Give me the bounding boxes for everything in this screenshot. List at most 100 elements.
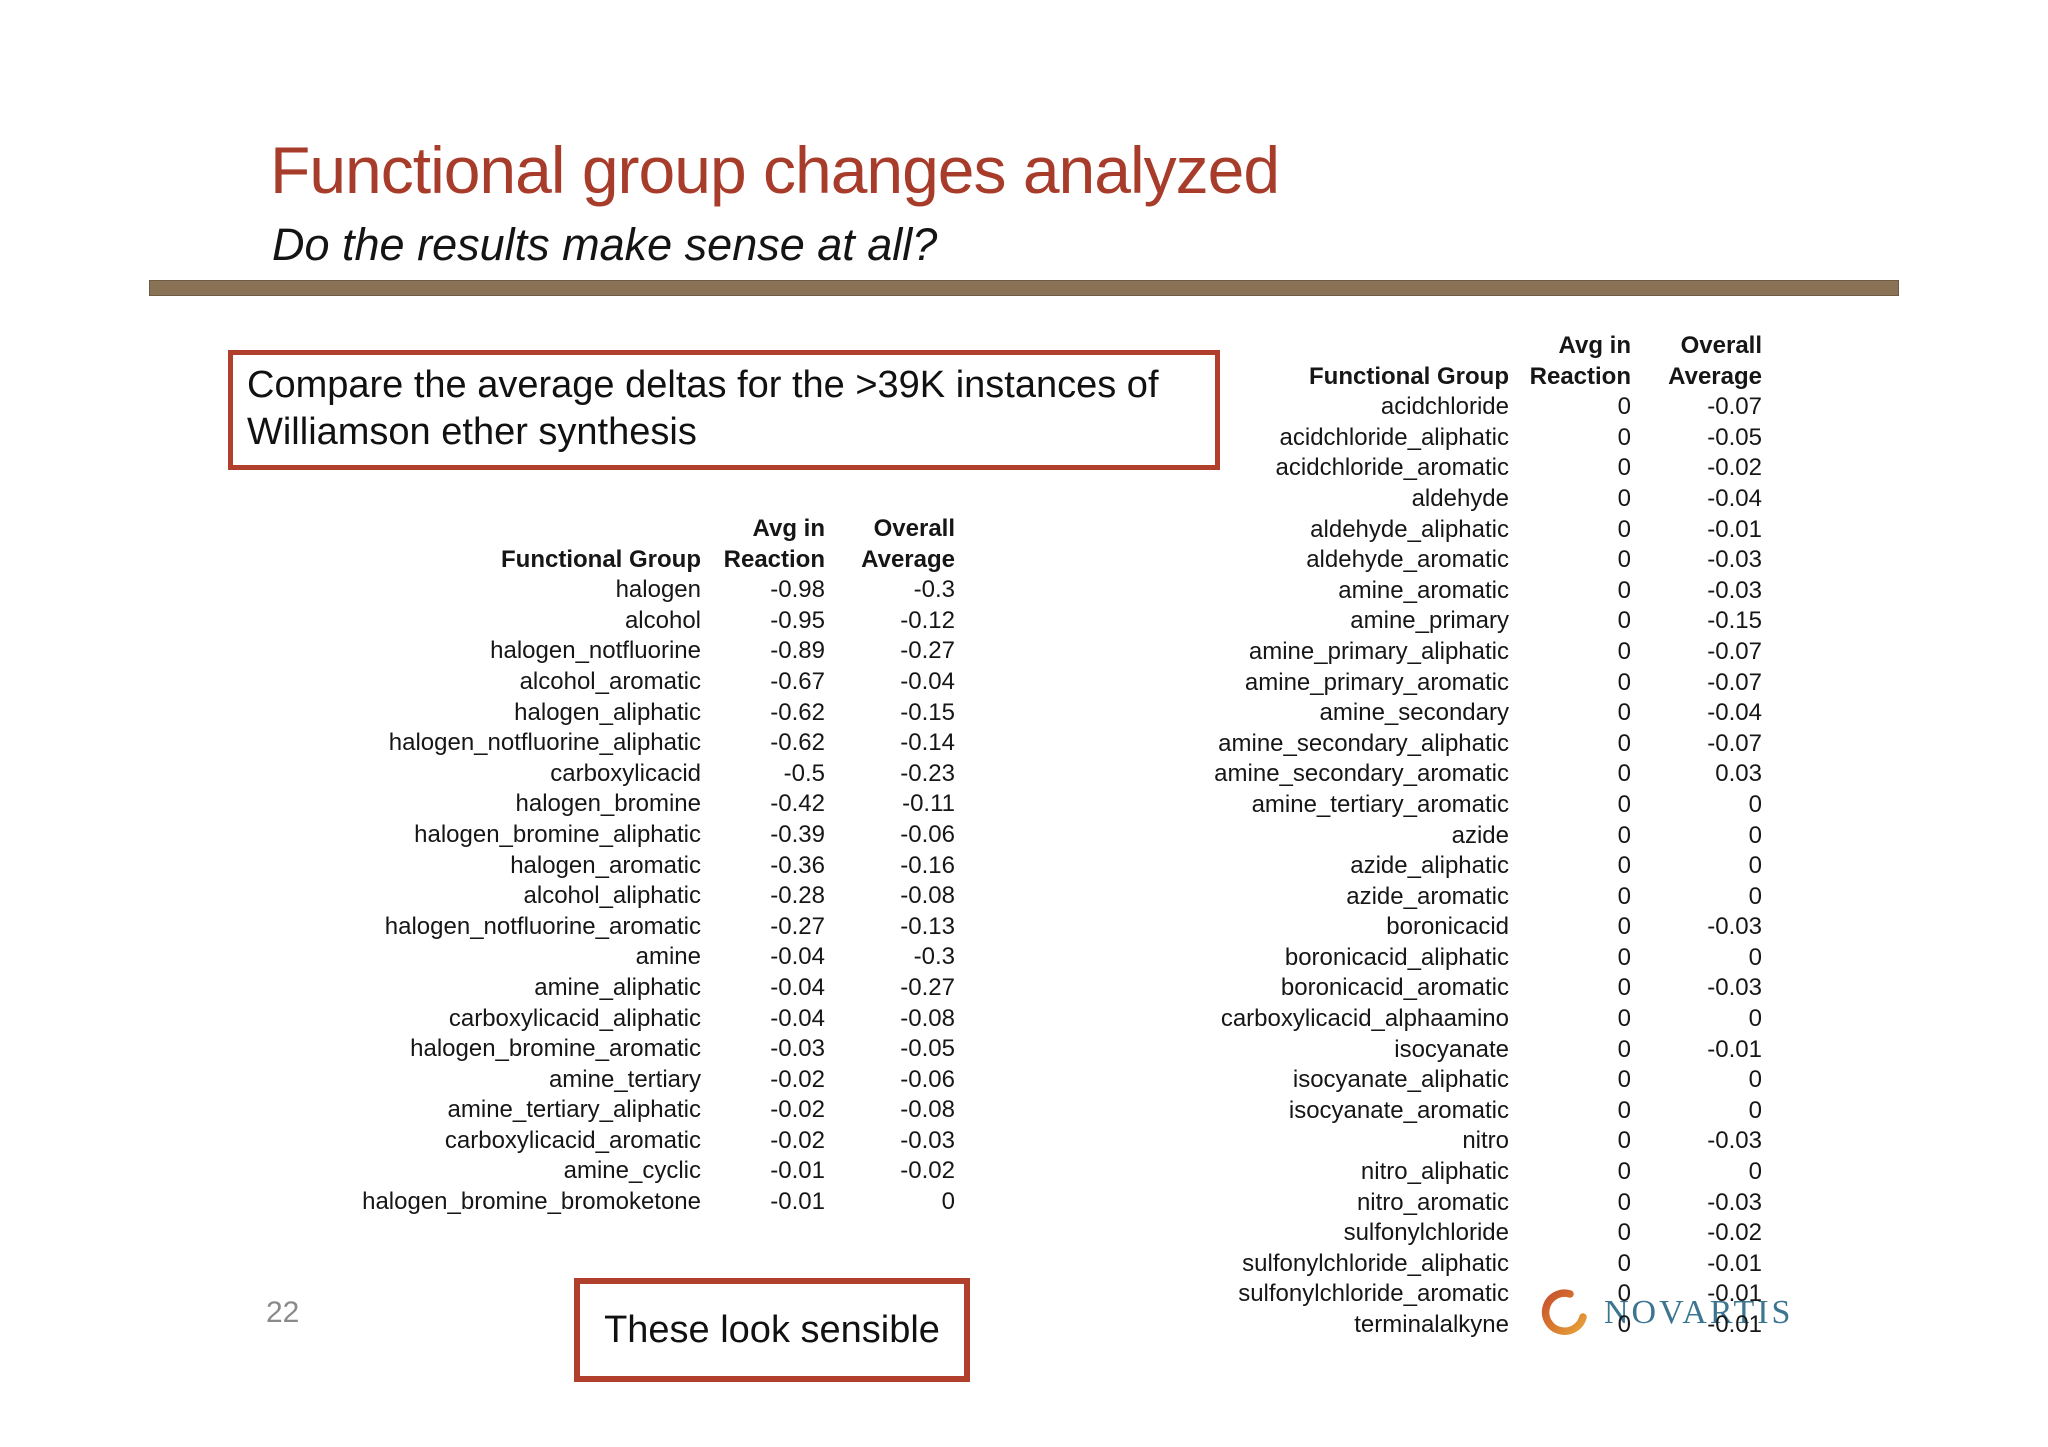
novartis-logo: NOVARTIS: [1540, 1285, 1793, 1341]
table-cell: 0: [1617, 974, 1631, 1002]
novartis-wordmark: NOVARTIS: [1604, 1294, 1794, 1331]
table-cell: halogen_bromine_aliphatic: [414, 820, 701, 848]
table-cell: 0: [1617, 882, 1631, 910]
table-cell: halogen_notfluorine_aliphatic: [388, 729, 701, 757]
table-cell: 0: [941, 1188, 955, 1216]
functional-group-table-right: Avg in Overall Functional Group Reaction…: [1029, 331, 1762, 1341]
table-cell: -0.02: [1707, 1219, 1762, 1247]
table-cell: 0.03: [1715, 760, 1762, 788]
table-cell: -0.13: [900, 912, 955, 940]
table-cell: -0.06: [900, 1065, 955, 1093]
table-cell: carboxylicacid_aromatic: [444, 1126, 701, 1154]
table-cell: aldehyde_aliphatic: [1310, 515, 1509, 543]
table-cell: -0.89: [770, 637, 825, 665]
table-cell: -0.27: [900, 637, 955, 665]
table-cell: nitro_aliphatic: [1360, 1158, 1509, 1186]
table-cell: -0.3: [913, 576, 955, 604]
table-cell: amine_primary: [1350, 607, 1509, 635]
table-cell: 0: [1617, 943, 1631, 971]
table-cell: 0: [1617, 913, 1631, 941]
table-cell: 0: [1748, 1158, 1762, 1186]
table-cell: halogen: [615, 576, 701, 604]
table-cell: isocyanate_aliphatic: [1292, 1066, 1509, 1094]
table-cell: 0: [1748, 943, 1762, 971]
table-header-group: Functional Group: [501, 545, 701, 573]
table-cell: amine_secondary_aliphatic: [1218, 729, 1509, 757]
table-cell: -0.07: [1707, 668, 1762, 696]
table-cell: -0.02: [770, 1096, 825, 1124]
table-cell: aldehyde_aromatic: [1306, 546, 1509, 574]
table-cell: nitro_aromatic: [1356, 1188, 1509, 1216]
callout-sensible-box: These look sensible: [574, 1278, 970, 1382]
table-header-avg-line1: Avg in: [752, 515, 825, 542]
table-cell: 0: [1617, 1158, 1631, 1186]
table-header-overall-line2: Average: [861, 545, 955, 573]
table-cell: -0.03: [1707, 974, 1762, 1002]
table-cell: -0.03: [1707, 576, 1762, 604]
table-cell: 0: [1748, 790, 1762, 818]
table-cell: -0.36: [770, 851, 825, 879]
table-cell: 0: [1617, 1035, 1631, 1063]
table-cell: azide_aliphatic: [1350, 852, 1509, 880]
table-cell: acidchloride_aliphatic: [1279, 423, 1509, 451]
table-cell: azide_aromatic: [1346, 882, 1509, 910]
table-cell: 0: [1617, 729, 1631, 757]
table-cell: azide: [1451, 821, 1509, 849]
table-cell: 0: [1617, 1249, 1631, 1277]
table-cell: -0.08: [900, 1004, 955, 1032]
table-cell: halogen_notfluorine_aromatic: [384, 912, 701, 940]
table-cell: -0.15: [1707, 607, 1762, 635]
table-cell: amine_cyclic: [563, 1157, 701, 1185]
table-cell: -0.16: [900, 851, 955, 879]
table-header-spacer: [1029, 331, 1509, 362]
table-cell: -0.39: [770, 820, 825, 848]
table-header-group: Functional Group: [1309, 362, 1509, 390]
table-cell: terminalalkyne: [1354, 1311, 1509, 1338]
table-cell: 0: [1617, 607, 1631, 635]
table-cell: -0.95: [770, 606, 825, 634]
table-cell: -0.05: [1707, 423, 1762, 451]
table-cell: -0.04: [900, 667, 955, 695]
table-cell: 0: [1617, 1066, 1631, 1094]
table-cell: 0: [1617, 423, 1631, 451]
table-cell: amine_primary_aliphatic: [1248, 637, 1509, 665]
table-cell: -0.5: [783, 759, 825, 787]
table-cell: 0: [1748, 821, 1762, 849]
table-cell: -0.01: [1707, 1311, 1762, 1338]
table-cell: carboxylicacid_aliphatic: [448, 1004, 701, 1032]
table-cell: -0.05: [900, 1035, 955, 1063]
table-header-avg-line1: Avg in: [1558, 332, 1631, 359]
table-cell: -0.06: [900, 820, 955, 848]
callout-compare-text: Compare the average deltas for the >39K …: [247, 364, 1159, 453]
table-cell: alcohol: [624, 606, 701, 634]
table-cell: nitro: [1462, 1127, 1509, 1155]
table-cell: 0: [1617, 484, 1631, 512]
table-cell: 0: [1617, 1311, 1631, 1338]
table-cell: -0.03: [1707, 913, 1762, 941]
novartis-swoosh-icon: [1540, 1288, 1590, 1338]
table-cell: -0.02: [770, 1126, 825, 1154]
table-cell: 0: [1748, 1066, 1762, 1094]
table-cell: 0: [1748, 1005, 1762, 1033]
table-cell: -0.01: [1707, 1280, 1762, 1308]
table-cell: 0: [1617, 760, 1631, 788]
callout-compare-box: Compare the average deltas for the >39K …: [228, 350, 1220, 470]
table-cell: -0.02: [900, 1157, 955, 1185]
table-cell: halogen_bromine: [515, 790, 701, 818]
table-cell: carboxylicacid: [550, 759, 701, 787]
table-cell: -0.03: [900, 1126, 955, 1154]
table-cell: halogen_notfluorine: [490, 637, 701, 665]
table-cell: -0.42: [770, 790, 825, 818]
table-cell: -0.07: [1707, 637, 1762, 665]
table-cell: sulfonylchloride_aromatic: [1238, 1280, 1509, 1308]
table-cell: 0: [1617, 1005, 1631, 1033]
table-cell: isocyanate: [1394, 1035, 1509, 1063]
table-cell: -0.23: [900, 759, 955, 787]
table-header-overall-line2: Average: [1668, 362, 1762, 390]
callout-sensible-text: These look sensible: [604, 1308, 940, 1351]
table-cell: boronicacid_aromatic: [1280, 974, 1509, 1002]
table-cell: 0: [1617, 1280, 1631, 1308]
table-cell: -0.01: [770, 1188, 825, 1216]
table-cell: amine_tertiary_aromatic: [1251, 790, 1509, 818]
table-cell: 0: [1617, 1219, 1631, 1247]
